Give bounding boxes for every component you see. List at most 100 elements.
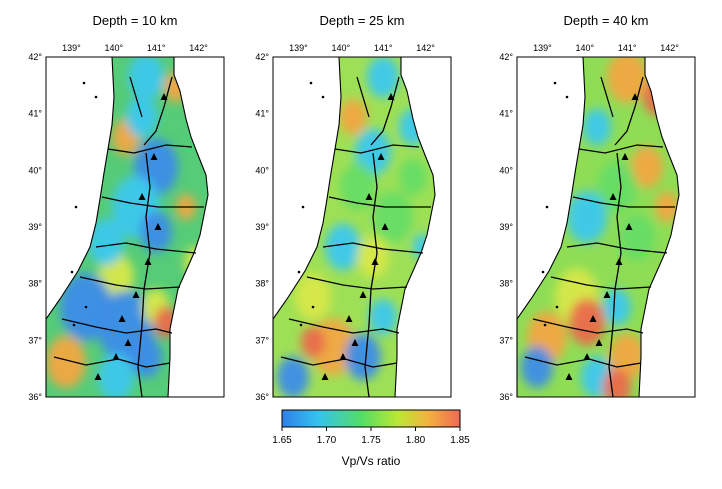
island-dot [553,81,557,85]
velocity-anomaly [301,326,325,358]
island-dot [94,95,98,99]
volcano-marker [631,93,639,100]
island-dot [72,323,76,327]
colorbar-title: Vp/Vs ratio [342,454,401,468]
prefecture-boundaries [524,76,675,398]
velocity-anomaly [325,223,361,271]
island-dot [84,305,88,309]
volcano-marker [565,373,573,380]
velocity-anomaly [569,298,605,346]
prefecture-boundary [614,76,644,146]
colorbar-tick-label: 1.75 [361,435,381,446]
island-dot [555,305,559,309]
velocity-anomaly [154,306,178,338]
velocity-anomaly [164,71,188,103]
coastline-path [516,56,680,398]
longitude-tick-labels: 139° 140° 141° 142° [533,43,679,53]
latitude-tick-label: 39° [28,222,42,232]
coastline [516,56,680,398]
latitude-tick-labels: 42° 41° 40° 39° 38° 37° 36° [499,52,513,402]
volcano-markers [565,93,639,380]
volcano-marker [371,258,379,265]
latitude-tick-label: 38° [255,279,269,289]
velocity-anomaly [46,336,86,388]
map-panel-depth-40: Depth = 40 km 139° 140° 141° 142° 42° 41° 40°… [499,13,696,402]
latitude-tick-label: 37° [28,335,42,345]
prefecture-boundary [600,76,614,118]
map-frame [516,56,696,398]
longitude-tick-label: 142° [189,43,208,53]
latitude-tick-label: 38° [28,279,42,289]
colorbar-tick-label: 1.80 [406,435,426,446]
velocity-ratio-field [46,57,208,397]
latitude-tick-labels: 42° 41° 40° 39° 38° 37° 36° [255,52,269,402]
map-panel-depth-10: Depth = 10 km 139° 140° 141° 142° 42° 41° 40°… [28,13,225,402]
latitude-tick-label: 36° [255,392,269,402]
prefecture-boundary [370,76,400,146]
velocity-anomaly [355,128,391,176]
prefecture-boundary [566,242,668,254]
velocity-anomaly [277,356,309,397]
prefecture-boundary [79,276,181,290]
prefecture-boundary [532,318,644,334]
velocity-ratio-field [517,57,679,397]
velocity-anomaly [130,336,162,378]
volcano-marker [583,353,591,360]
prefecture-boundary [550,276,652,290]
colorbar-tick-label: 1.65 [272,435,292,446]
longitude-tick-label: 139° [62,43,81,53]
volcano-marker [387,93,395,100]
longitude-tick-labels: 139° 140° 141° 142° [289,43,435,53]
prefecture-boundary [334,144,420,154]
volcano-marker [377,153,385,160]
velocity-anomaly [631,146,663,188]
volcano-marker [621,153,629,160]
volcano-markers [94,93,168,380]
island-dot [545,205,549,209]
volcano-marker [144,258,152,265]
volcano-marker [609,193,617,200]
velocity-anomaly [128,57,164,101]
volcano-marker [94,373,102,380]
longitude-tick-label: 142° [416,43,435,53]
island-dot [321,95,325,99]
velocity-anomaly [367,57,399,98]
volcano-marker [345,315,353,322]
prefecture-boundary [101,196,204,208]
island-dot [541,270,545,274]
volcano-marker [589,315,597,322]
map-frame [272,56,452,398]
velocity-anomaly [521,346,553,388]
volcano-marker [138,193,146,200]
latitude-tick-label: 41° [255,109,269,119]
velocity-anomaly [583,108,611,146]
longitude-tick-label: 140° [575,43,594,53]
latitude-tick-label: 40° [28,165,42,175]
velocity-anomaly [399,108,427,146]
prefecture-boundary [137,152,151,398]
volcano-marker [339,353,347,360]
island-dot [309,81,313,85]
island-dot [82,81,86,85]
colorbar-tick-label: 1.85 [450,435,470,446]
longitude-tick-label: 140° [331,43,350,53]
volcano-marker [351,339,359,346]
panel-title: Depth = 40 km [564,13,649,28]
volcano-marker [160,93,168,100]
coastline-path [272,56,436,398]
volcano-marker [154,223,162,230]
latitude-tick-label: 42° [255,52,269,62]
longitude-tick-label: 139° [289,43,308,53]
volcano-marker [321,373,329,380]
panel-title: Depth = 25 km [320,13,405,28]
longitude-tick-label: 141° [618,43,637,53]
latitude-tick-label: 41° [28,109,42,119]
velocity-anomaly [295,273,331,321]
latitude-tick-label: 40° [499,165,513,175]
velocity-anomaly [607,57,647,103]
prefecture-boundary [61,318,173,334]
island-dot [565,95,569,99]
longitude-tick-label: 141° [374,43,393,53]
volcano-marker [625,223,633,230]
